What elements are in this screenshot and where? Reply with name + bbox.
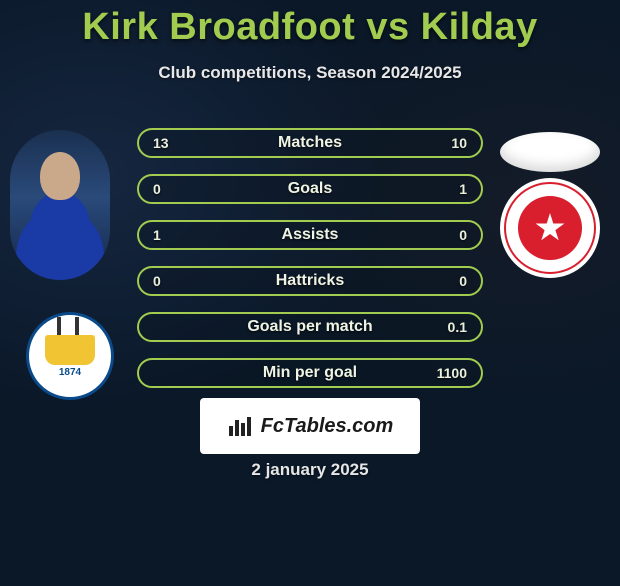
stat-row: Min per goal1100 [137, 358, 483, 388]
stat-label: Goals [139, 180, 481, 198]
stat-label: Hattricks [139, 272, 481, 290]
stat-row: 1Assists0 [137, 220, 483, 250]
stat-value-left: 1 [153, 227, 161, 243]
stats-table: 13Matches100Goals11Assists00Hattricks0Go… [137, 128, 483, 404]
stat-value-right: 1100 [437, 365, 467, 381]
page-title: Kirk Broadfoot vs Kilday [0, 6, 620, 49]
stat-label: Min per goal [139, 364, 481, 382]
stat-row: 0Hattricks0 [137, 266, 483, 296]
footer-date: 2 january 2025 [0, 460, 620, 480]
fctables-logo-icon [227, 416, 255, 436]
stat-value-right: 10 [451, 135, 467, 151]
ship-icon [45, 335, 95, 365]
stat-label: Goals per match [139, 318, 481, 336]
player-placeholder-right [500, 132, 600, 172]
stat-row: 0Goals1 [137, 174, 483, 204]
club-crest-left: 1874 [26, 312, 114, 400]
stat-value-right: 0 [459, 273, 467, 289]
stat-value-left: 13 [153, 135, 169, 151]
stat-value-right: 0.1 [448, 319, 467, 335]
stat-label: Matches [139, 134, 481, 152]
branding-text: FcTables.com [261, 415, 394, 438]
stat-row: 13Matches10 [137, 128, 483, 158]
stat-value-right: 1 [459, 181, 467, 197]
club-crest-right [500, 178, 600, 278]
stat-label: Assists [139, 226, 481, 244]
crest-year: 1874 [59, 367, 81, 378]
stat-value-left: 0 [153, 273, 161, 289]
stat-value-right: 0 [459, 227, 467, 243]
branding-badge: FcTables.com [200, 398, 420, 454]
crest-inner [518, 196, 582, 260]
stat-row: Goals per match0.1 [137, 312, 483, 342]
player-photo-left [10, 130, 110, 280]
stat-value-left: 0 [153, 181, 161, 197]
page-subtitle: Club competitions, Season 2024/2025 [0, 63, 620, 83]
